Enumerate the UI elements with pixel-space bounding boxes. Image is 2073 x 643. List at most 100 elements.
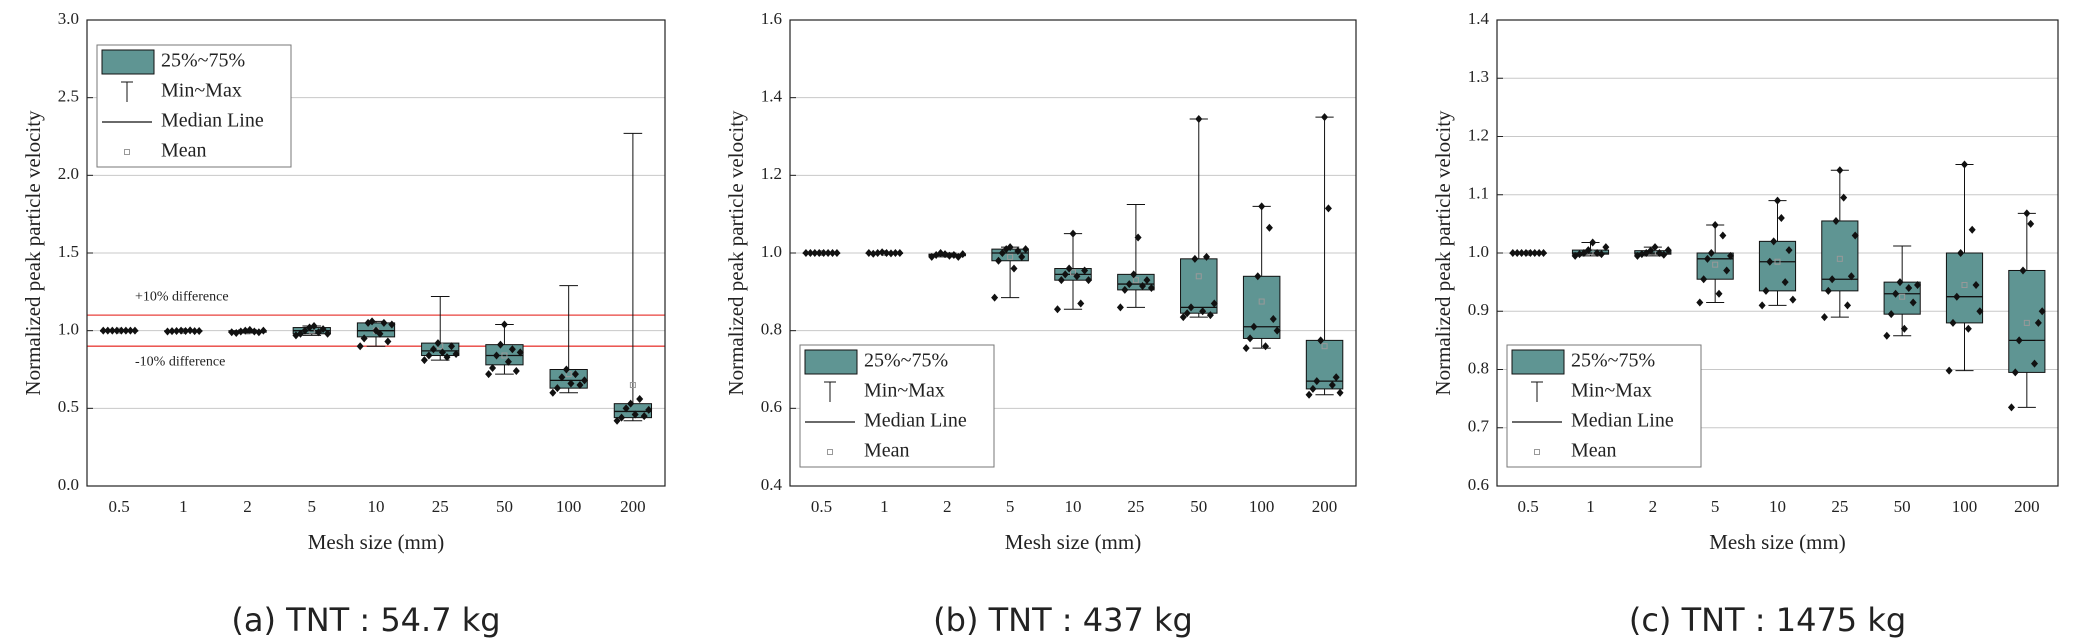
legend-label: Mean (1571, 440, 1617, 462)
data-point (1210, 299, 1218, 308)
mean-marker (501, 352, 508, 359)
data-point (874, 249, 882, 257)
data-point (324, 329, 332, 338)
x-axis-label: Mesh size (mm) (1005, 530, 1141, 554)
mean-marker (1836, 255, 1843, 262)
data-point (815, 249, 823, 257)
data-point (2031, 359, 2039, 368)
data-point (1824, 286, 1832, 295)
legend-label: Min~Max (1571, 380, 1652, 402)
y-tick-label: 1.0 (1468, 242, 1489, 261)
data-point (1077, 299, 1085, 308)
data-point (1949, 318, 1957, 327)
y-tick-label: 1.1 (1468, 184, 1489, 203)
data-point (1526, 249, 1534, 257)
data-point (301, 326, 309, 335)
data-point (1766, 257, 1774, 266)
data-point (1242, 344, 1250, 353)
data-point (622, 404, 630, 413)
x-tick-label: 100 (1952, 497, 1978, 516)
data-point (177, 326, 185, 335)
data-point (829, 249, 837, 257)
data-point (950, 250, 958, 259)
x-tick-label: 0.5 (811, 497, 832, 516)
box (1696, 252, 1734, 280)
mean-marker (1132, 277, 1139, 284)
x-tick-label: 50 (1894, 497, 1911, 516)
data-point (1711, 221, 1719, 230)
y-axis-label: Normalized peak particle velocity (724, 110, 748, 396)
data-point (195, 326, 203, 335)
reference-label: +10% difference (135, 289, 229, 304)
data-point (384, 337, 392, 346)
data-point (104, 326, 112, 335)
y-tick-label: 0.8 (1468, 358, 1489, 377)
data-point (2027, 219, 2035, 228)
data-point (640, 412, 648, 421)
data-point (1081, 266, 1089, 275)
data-point (1069, 229, 1077, 238)
data-point (994, 256, 1002, 265)
data-point (576, 381, 584, 390)
data-point (173, 326, 181, 335)
data-point (1513, 249, 1521, 257)
x-tick-label: 0.5 (108, 497, 129, 516)
data-point (1703, 254, 1711, 263)
data-point (1139, 282, 1147, 291)
data-point (241, 326, 249, 335)
data-point (959, 250, 967, 259)
data-point (512, 367, 520, 376)
data-point (1057, 276, 1065, 285)
plot-frame (86, 19, 666, 487)
legend-label: 25%~75% (864, 350, 948, 372)
data-point (1777, 214, 1785, 223)
data-point (493, 351, 501, 360)
x-tick-label: 200 (620, 497, 646, 516)
plot-frame (789, 19, 1357, 487)
data-point (1909, 298, 1917, 307)
data-point (315, 328, 323, 337)
data-point (489, 363, 497, 372)
mean-marker (1321, 343, 1328, 350)
mean-marker (1961, 282, 1968, 289)
data-point (1597, 250, 1605, 259)
caption: (b) TNT : 437 kg (933, 601, 1193, 639)
data-point (1258, 202, 1266, 211)
x-tick-label: 50 (496, 497, 513, 516)
data-point (802, 249, 810, 257)
legend-swatch (804, 349, 858, 375)
data-point (496, 340, 504, 349)
data-point (1203, 252, 1211, 261)
x-tick-label: 200 (1312, 497, 1338, 516)
data-point (368, 317, 376, 326)
data-point (1014, 247, 1022, 256)
data-point (434, 339, 442, 348)
mean-marker (1070, 269, 1076, 276)
data-point (1964, 324, 1972, 333)
data-point (1324, 204, 1332, 213)
data-point (806, 249, 814, 257)
data-point (1972, 281, 1980, 290)
data-point (1183, 309, 1191, 318)
data-point (1727, 251, 1735, 260)
data-point (508, 345, 516, 354)
mean-marker (565, 371, 572, 378)
data-point (549, 388, 557, 397)
data-point (1336, 388, 1344, 397)
data-point (1820, 313, 1828, 322)
data-point (191, 327, 199, 336)
data-point (1696, 298, 1704, 307)
data-point (571, 370, 579, 379)
data-point (1584, 246, 1592, 255)
data-point (259, 326, 267, 335)
data-point (516, 348, 524, 357)
data-point (452, 349, 460, 358)
mean-marker (1258, 298, 1265, 305)
data-point (883, 249, 891, 257)
data-point (1892, 289, 1900, 298)
data-point (2038, 307, 2046, 316)
y-tick-label: 3.0 (58, 9, 79, 28)
box (1883, 281, 1921, 315)
x-tick-label: 100 (556, 497, 582, 516)
